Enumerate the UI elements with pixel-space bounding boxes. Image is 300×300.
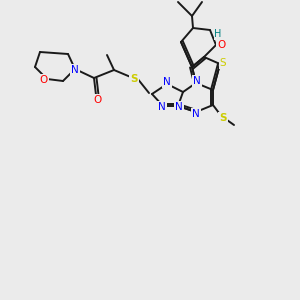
Text: S: S	[220, 58, 226, 68]
Text: N: N	[193, 76, 201, 86]
Text: O: O	[93, 95, 101, 105]
Text: N: N	[163, 77, 171, 87]
Text: H: H	[214, 29, 222, 39]
Text: O: O	[217, 40, 225, 50]
Text: N: N	[192, 109, 200, 119]
Text: N: N	[158, 102, 166, 112]
Text: N: N	[175, 102, 183, 112]
Text: S: S	[130, 74, 138, 84]
Text: O: O	[40, 75, 48, 85]
Text: S: S	[219, 113, 227, 123]
Text: N: N	[71, 65, 79, 75]
